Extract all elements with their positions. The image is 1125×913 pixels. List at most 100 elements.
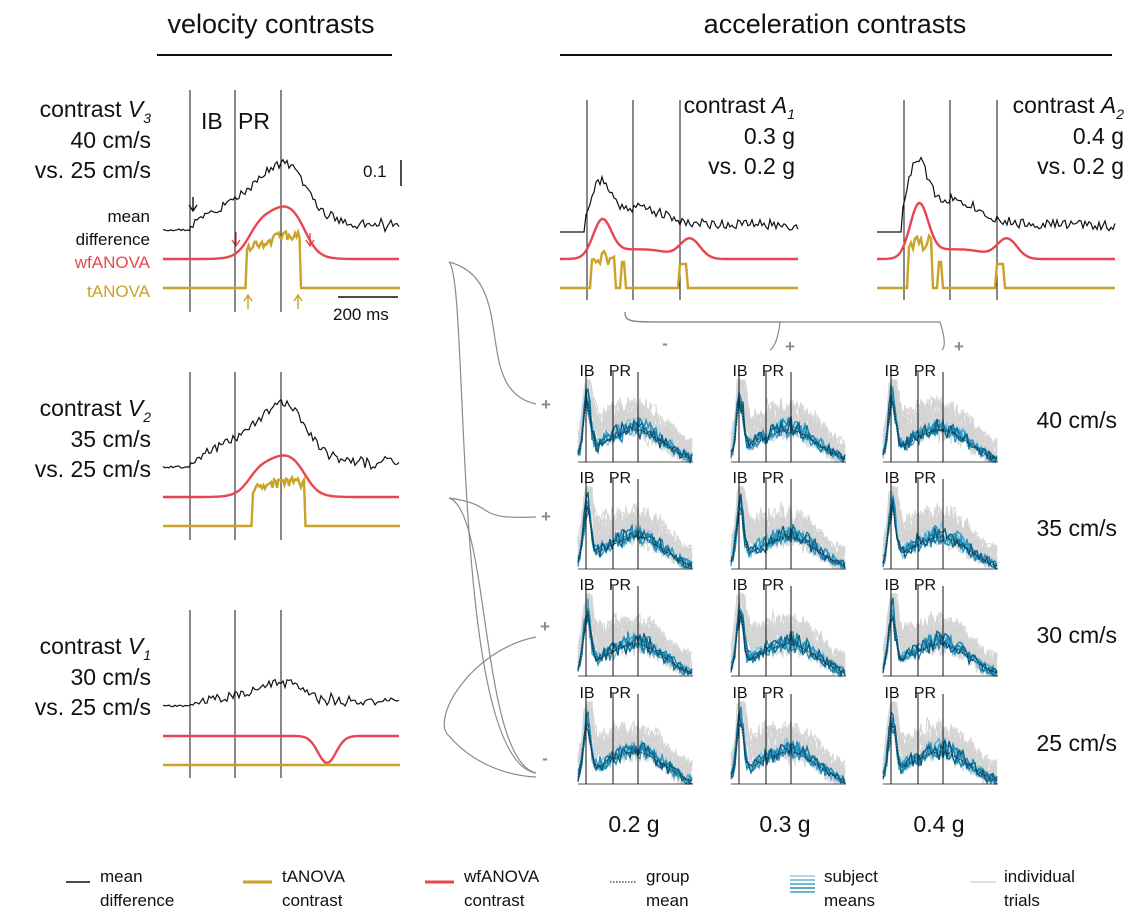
connector-curve bbox=[448, 261, 537, 405]
legend-label-wfanova-1: wfANOVA bbox=[463, 867, 540, 886]
velocity-panel-1 bbox=[162, 610, 400, 778]
svg-text:contrast A2: contrast A2 bbox=[1013, 92, 1125, 122]
svg-text:vs. 25 cm/s: vs. 25 cm/s bbox=[35, 157, 151, 183]
grid-pr-label: PR bbox=[609, 363, 631, 380]
grid-pr-label: PR bbox=[609, 470, 631, 487]
individual-trial-trace bbox=[577, 597, 693, 678]
mean-difference-trace bbox=[162, 158, 400, 234]
grid-row-label-2: 35 cm/s bbox=[1036, 515, 1117, 541]
vel-sign-3: + bbox=[540, 617, 550, 636]
connector-curve bbox=[448, 735, 537, 778]
individual-trial-trace bbox=[730, 593, 846, 677]
group-mean-trace bbox=[882, 723, 998, 782]
wfanova-onset-arrow bbox=[231, 232, 241, 248]
subject-mean-trace bbox=[730, 609, 846, 676]
mean-difference-trace bbox=[162, 398, 400, 471]
grid-pr-label: PR bbox=[762, 363, 784, 380]
legend-label-tanova-2: contrast bbox=[282, 891, 343, 910]
svg-text:contrast A1: contrast A1 bbox=[684, 92, 795, 122]
group-mean-trace bbox=[730, 615, 846, 674]
svg-text:contrast V2: contrast V2 bbox=[40, 395, 152, 425]
grid-pr-label: PR bbox=[914, 470, 936, 487]
grid-cell: IB PR bbox=[730, 470, 846, 571]
svg-text:0.3 g: 0.3 g bbox=[744, 123, 795, 149]
grid-ib-label: IB bbox=[884, 577, 899, 594]
connector-curve bbox=[448, 261, 537, 774]
tanova-trace bbox=[163, 474, 400, 528]
group-mean-trace bbox=[730, 401, 846, 460]
legend-label-subject-1: subject bbox=[824, 867, 878, 886]
legend-label-mean-2: difference bbox=[100, 891, 174, 910]
subject-mean-trace bbox=[882, 495, 998, 567]
acceleration-panel-title-a1: contrast A1 0.3 g vs. 0.2 g bbox=[684, 92, 795, 179]
svg-text:vs. 25 cm/s: vs. 25 cm/s bbox=[35, 456, 151, 482]
tanova-offset-arrow bbox=[293, 293, 303, 309]
group-mean-trace bbox=[882, 615, 998, 674]
connector-lines bbox=[443, 261, 945, 778]
grid-cell: IB PR bbox=[882, 577, 998, 678]
velocity-header: velocity contrasts bbox=[167, 9, 374, 39]
tanova-trace bbox=[560, 249, 798, 290]
connector-curve bbox=[443, 636, 537, 737]
grid-pr-label: PR bbox=[762, 577, 784, 594]
legend-label-trials-1: individual bbox=[1004, 867, 1075, 886]
individual-trial-trace bbox=[882, 379, 998, 458]
legend-label-subject-2: means bbox=[824, 891, 875, 910]
vel-sign-4: - bbox=[542, 749, 548, 768]
grid-cell: IB PR bbox=[730, 577, 846, 678]
grid-ib-label: IB bbox=[884, 363, 899, 380]
svg-text:vs. 25 cm/s: vs. 25 cm/s bbox=[35, 694, 151, 720]
grid-col-label-2: 0.3 g bbox=[759, 811, 810, 837]
velocity-panel-title-v2: contrast V2 35 cm/s vs. 25 cm/s bbox=[35, 395, 152, 482]
grid-ib-label: IB bbox=[732, 685, 747, 702]
svg-text:vs. 0.2 g: vs. 0.2 g bbox=[1037, 153, 1124, 179]
time-scale-label: 200 ms bbox=[333, 305, 389, 324]
legend-label-trials-2: trials bbox=[1004, 891, 1040, 910]
grid-pr-label: PR bbox=[762, 470, 784, 487]
legend-label-tanova-1: tANOVA bbox=[282, 867, 346, 886]
individual-trial-trace bbox=[730, 701, 846, 784]
svg-text:contrast V3: contrast V3 bbox=[40, 96, 152, 126]
ib-label: IB bbox=[201, 108, 223, 134]
grid-ib-label: IB bbox=[884, 685, 899, 702]
tanova-label: tANOVA bbox=[87, 282, 151, 301]
grid-pr-label: PR bbox=[914, 685, 936, 702]
grid-row-label-4: 25 cm/s bbox=[1036, 730, 1117, 756]
grid-cell: IB PR bbox=[577, 363, 693, 465]
subject-mean-trace bbox=[882, 498, 998, 570]
grid-ib-label: IB bbox=[732, 363, 747, 380]
grid-cell: IB PR bbox=[882, 470, 998, 570]
subject-mean-trace bbox=[577, 610, 693, 676]
legend-label-group-2: mean bbox=[646, 891, 689, 910]
subject-mean-trace bbox=[882, 384, 998, 464]
acceleration-panels: IB PR IB PR IB PR IB PR IB PR IB PR IB PR IB PR IB PR IB PR… bbox=[560, 100, 1116, 786]
grid-row-label-1: 40 cm/s bbox=[1036, 407, 1117, 433]
grid-col-label-3: 0.4 g bbox=[913, 811, 964, 837]
velocity-panel-3 bbox=[162, 90, 400, 312]
subject-mean-trace bbox=[730, 711, 846, 785]
svg-text:0.4 g: 0.4 g bbox=[1073, 123, 1124, 149]
wfanova-trace bbox=[163, 454, 399, 499]
grid-cell: IB PR bbox=[730, 363, 846, 464]
mean-difference-trace bbox=[560, 174, 799, 233]
legend-label-mean-1: mean bbox=[100, 867, 143, 886]
svg-text:contrast V1: contrast V1 bbox=[40, 633, 151, 663]
individual-trial-trace bbox=[730, 486, 846, 570]
subject-mean-trace bbox=[577, 491, 693, 569]
group-mean-trace bbox=[882, 401, 998, 460]
vel-sign-2: + bbox=[541, 507, 551, 526]
group-mean-trace bbox=[577, 723, 693, 782]
grid-col-label-1: 0.2 g bbox=[608, 811, 659, 837]
legend-label-group-1: group bbox=[646, 867, 689, 886]
group-mean-trace bbox=[730, 723, 846, 782]
legend-label-wfanova-2: contrast bbox=[464, 891, 525, 910]
velocity-panel-title-v1: contrast V1 30 cm/s vs. 25 cm/s bbox=[35, 633, 151, 720]
grid-cell: IB PR bbox=[882, 685, 998, 786]
grid-cell: IB PR bbox=[577, 470, 693, 571]
grid-pr-label: PR bbox=[914, 577, 936, 594]
tanova-trace bbox=[877, 233, 1115, 290]
grid-ib-label: IB bbox=[579, 685, 594, 702]
grid-cell: IB PR bbox=[730, 685, 846, 786]
connector-curve bbox=[624, 311, 781, 351]
